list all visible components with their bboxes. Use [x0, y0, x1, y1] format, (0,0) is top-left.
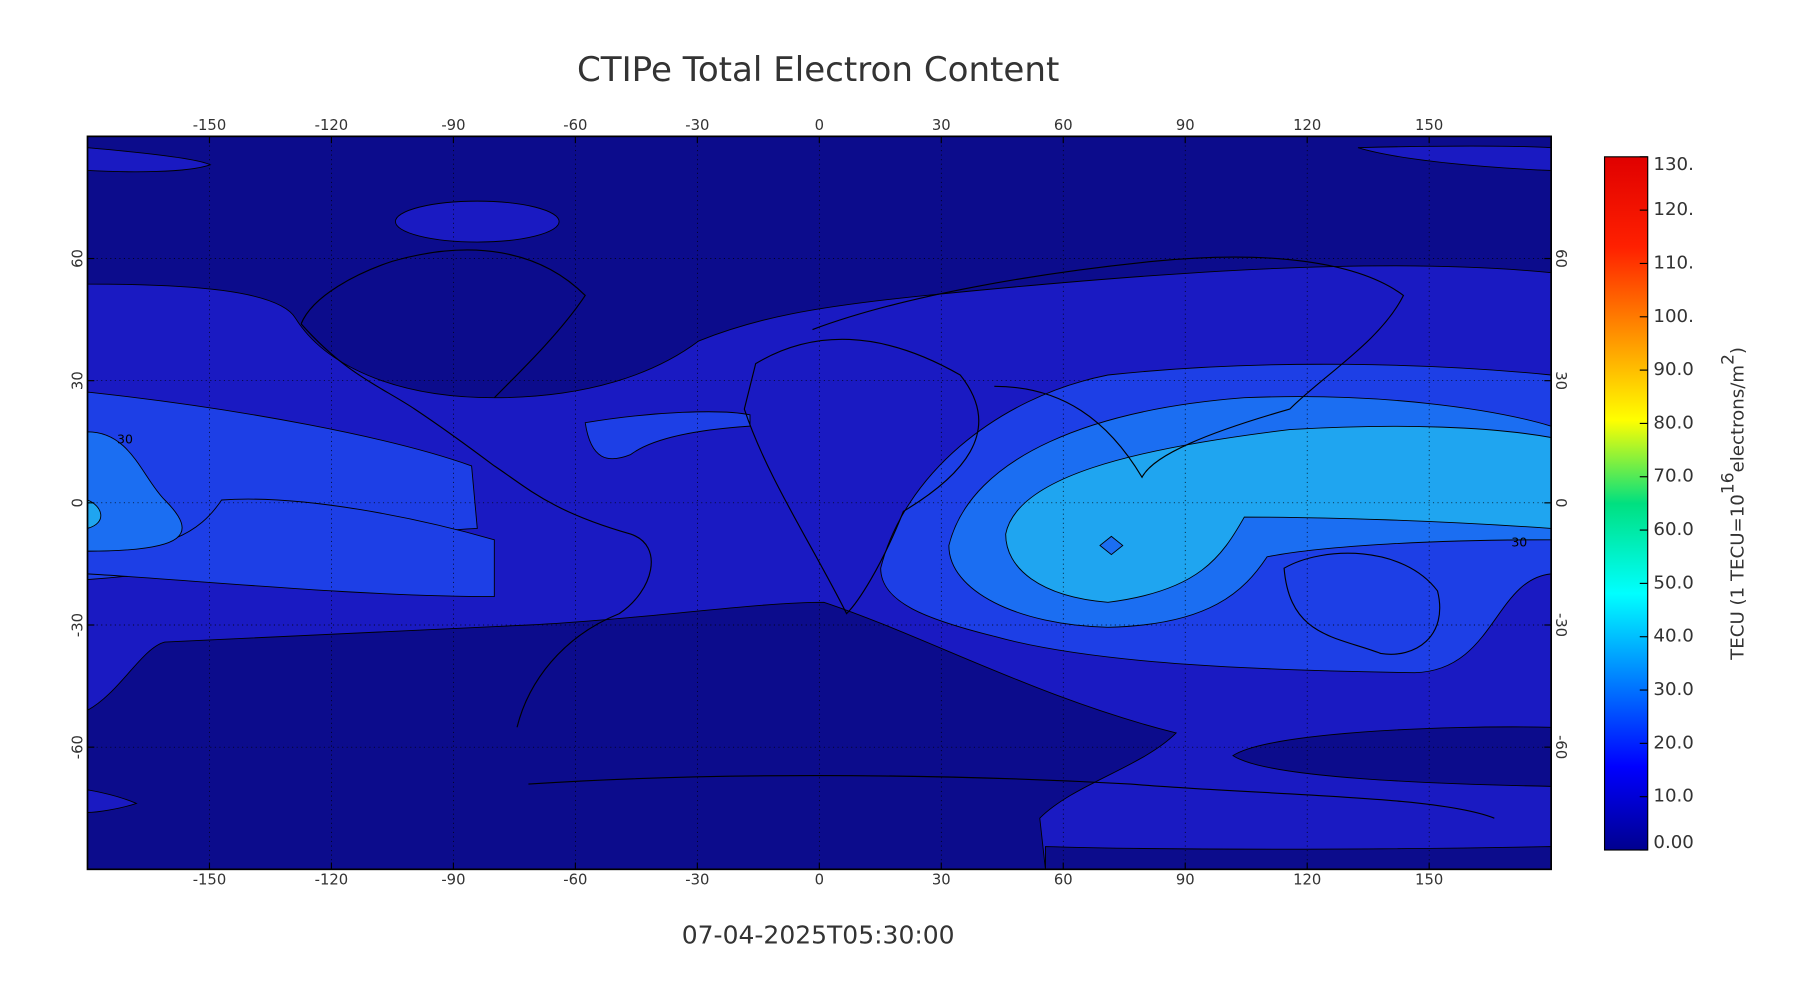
lon-label-top: -30 — [685, 117, 709, 134]
level-10 — [87, 789, 138, 813]
lon-label-bottom: -120 — [315, 872, 349, 889]
level-0 — [1232, 726, 1552, 787]
colorbar-label: 10.0 — [1653, 786, 1693, 807]
lat-label-right: -60 — [1552, 735, 1569, 759]
lon-label-bottom: 0 — [815, 872, 824, 889]
lon-label-bottom: 30 — [932, 872, 951, 889]
coastlines — [300, 249, 1495, 819]
lon-label-bottom: -150 — [193, 872, 227, 889]
colorbar-title-part: electrons/m — [1728, 365, 1749, 473]
colorbar — [1603, 156, 1649, 851]
colorbar-title: TECU (1 TECU=1016electrons/m2) — [1718, 347, 1748, 661]
colorbar-label: 50.0 — [1653, 572, 1693, 593]
colorbar-label: 40.0 — [1653, 626, 1693, 647]
lon-label-top: 120 — [1293, 117, 1321, 134]
lon-label-bottom: -90 — [441, 872, 465, 889]
colorbar-title-part: ) — [1728, 347, 1749, 354]
timestamp: 07-04-2025T05:30:00 — [682, 920, 955, 949]
lon-label-bottom: -30 — [685, 872, 709, 889]
colorbar-label: 60.0 — [1653, 519, 1693, 540]
lat-label-left: 30 — [69, 371, 86, 390]
lat-label-left: 0 — [69, 498, 86, 507]
colorbar-label: 130. — [1653, 154, 1693, 175]
colorbar-label: 70.0 — [1653, 466, 1693, 487]
lon-label-top: -120 — [315, 117, 349, 134]
lat-label-right: 60 — [1552, 249, 1569, 268]
lon-label-top: 150 — [1415, 117, 1443, 134]
lat-label-right: 30 — [1552, 371, 1569, 390]
colorbar-label: 90.0 — [1653, 359, 1693, 380]
level-0 — [1045, 846, 1552, 870]
colorbar-label: 110. — [1653, 252, 1693, 273]
lon-label-top: 30 — [932, 117, 951, 134]
lat-label-right: 0 — [1552, 498, 1569, 507]
level-40 — [1005, 425, 1552, 603]
title: CTIPe Total Electron Content — [577, 50, 1059, 90]
colorbar-title-part: TECU (1 TECU=10 — [1728, 494, 1749, 661]
level-10 — [87, 145, 1552, 173]
lon-label-top: -150 — [193, 117, 227, 134]
level-0 — [87, 601, 1178, 870]
colorbar-label: 100. — [1653, 306, 1693, 327]
lon-label-top: 90 — [1176, 117, 1195, 134]
lon-label-bottom: 60 — [1054, 872, 1073, 889]
lon-label-bottom: 120 — [1293, 872, 1321, 889]
colorbar-label: 80.0 — [1653, 412, 1693, 433]
lat-label-left: -30 — [69, 613, 86, 637]
lon-label-bottom: 150 — [1415, 872, 1443, 889]
colorbar-title-sup: 2 — [1718, 354, 1738, 365]
level-30 — [1099, 535, 1124, 556]
level-10 — [395, 200, 560, 243]
colorbar-label: 20.0 — [1653, 732, 1693, 753]
lon-label-top: 60 — [1054, 117, 1073, 134]
lon-label-bottom: 90 — [1176, 872, 1195, 889]
lon-label-top: -60 — [563, 117, 587, 134]
lon-label-top: -90 — [441, 117, 465, 134]
colorbar-title-sup: 16 — [1718, 472, 1738, 494]
lon-label-bottom: -60 — [563, 872, 587, 889]
colorbar-label: 30.0 — [1653, 679, 1693, 700]
contour-label: 30 — [1511, 535, 1527, 550]
lon-label-top: 0 — [815, 117, 824, 134]
colorbar-label: 120. — [1653, 199, 1693, 220]
graticule — [87, 136, 1552, 870]
contour-label: 30 — [117, 431, 133, 446]
lat-label-left: 60 — [69, 249, 86, 268]
level-20 — [584, 411, 751, 460]
lat-label-left: -60 — [69, 735, 86, 759]
level-30 — [87, 431, 183, 552]
lat-label-right: -30 — [1552, 613, 1569, 637]
colorbar-label: 0.00 — [1653, 832, 1693, 853]
